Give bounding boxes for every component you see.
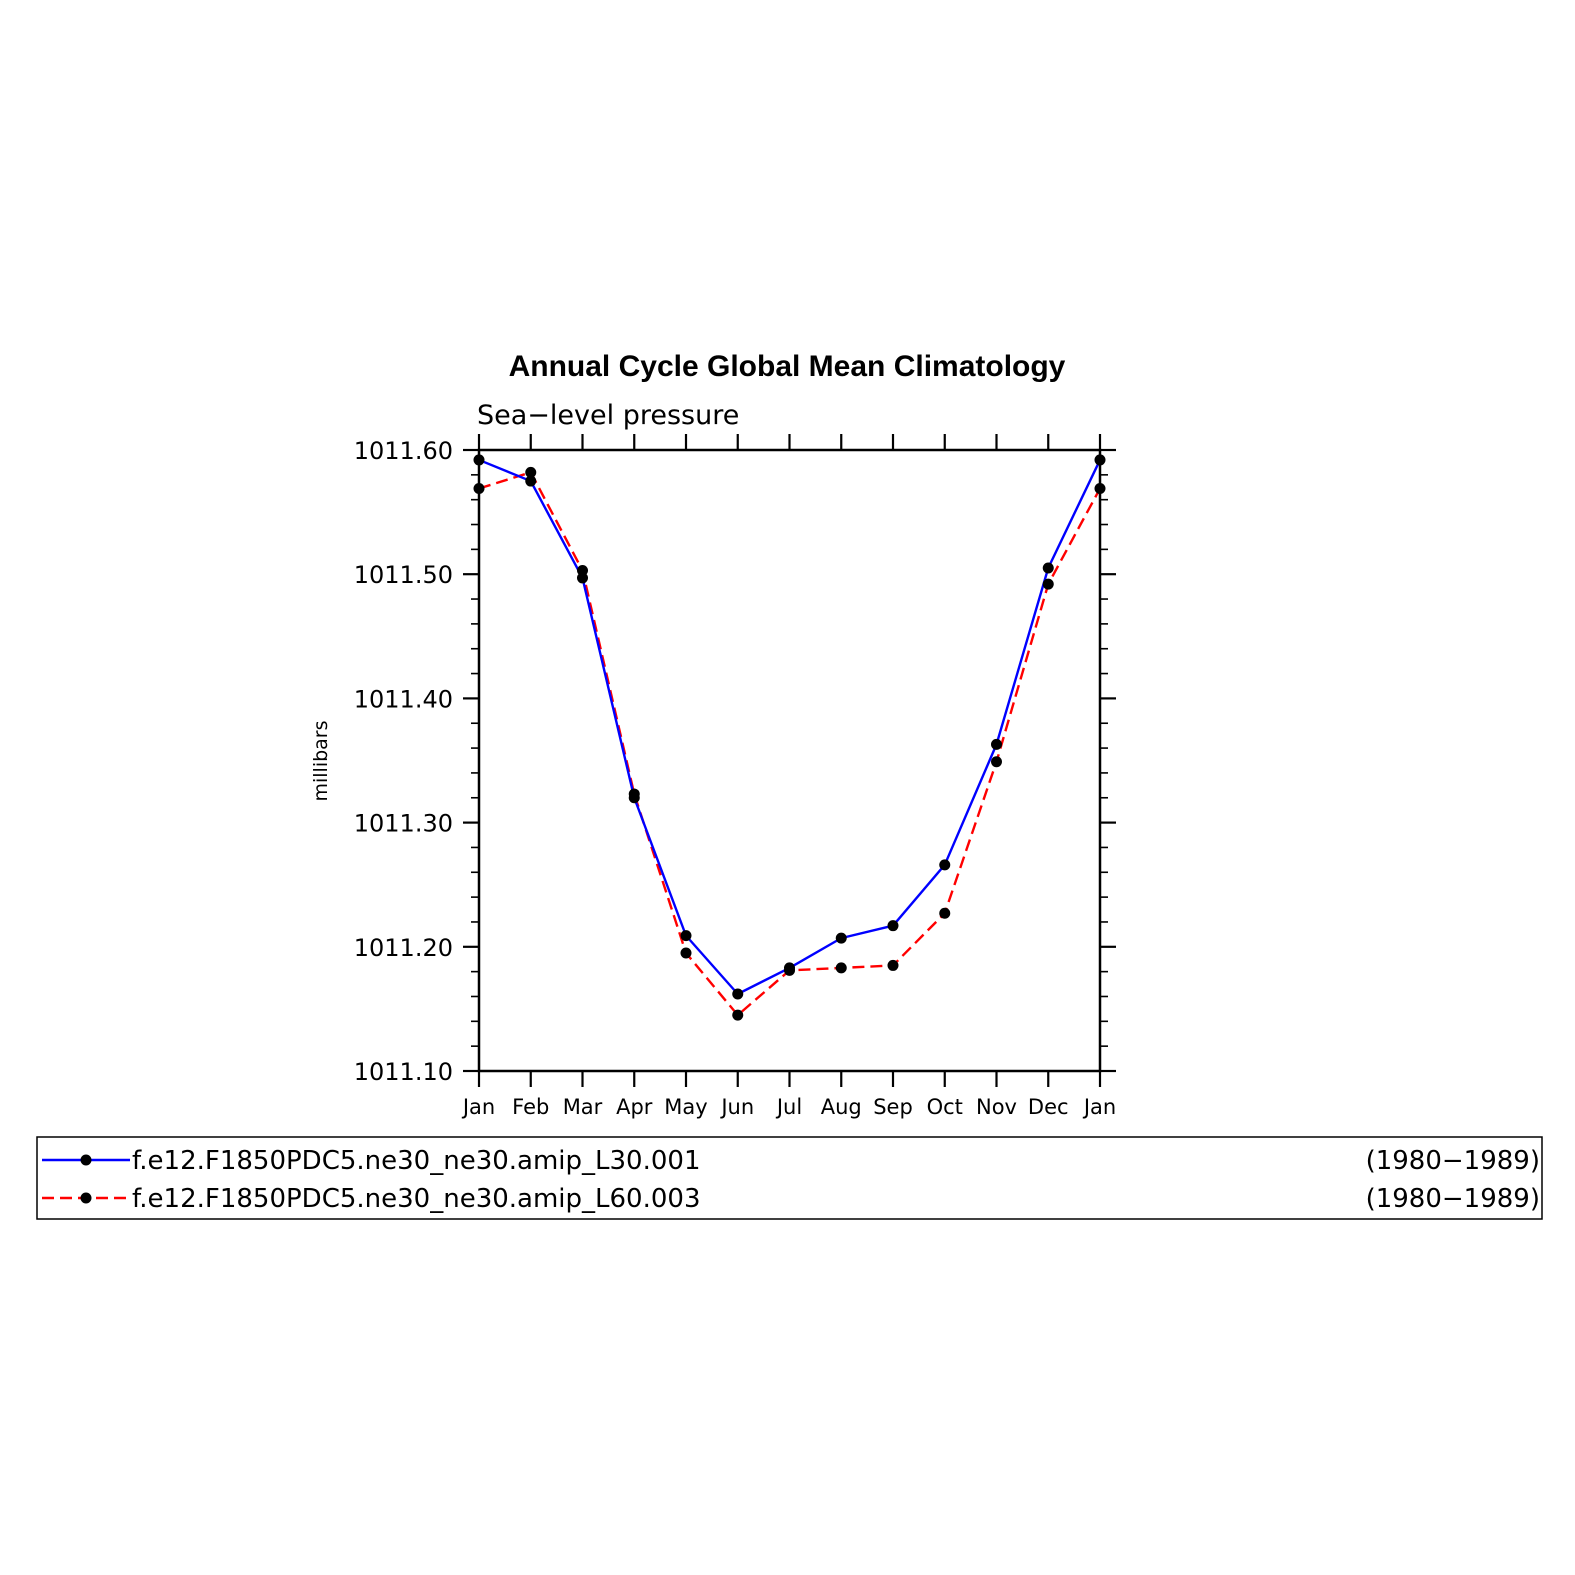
data-point <box>991 756 1002 768</box>
plot-axes: 1011.10 1011.20 1011.30 1011.40 1011.50 1011.… <box>354 434 1116 1119</box>
legend-marker <box>80 1154 92 1166</box>
x-tick-label: Jan <box>1082 1095 1116 1119</box>
y-tick-label: 1011.50 <box>354 561 453 589</box>
data-point <box>473 454 485 466</box>
x-tick-label: May <box>664 1095 707 1119</box>
data-point <box>1094 454 1106 466</box>
data-point <box>784 964 795 976</box>
data-point <box>1042 578 1054 590</box>
data-point <box>473 483 485 495</box>
data-point <box>680 930 692 942</box>
chart-title: Annual Cycle Global Mean Climatology <box>509 350 1066 383</box>
y-tick-label: 1011.40 <box>354 685 453 713</box>
data-point <box>628 788 640 800</box>
data-point <box>887 920 899 932</box>
series-line <box>478 471 1102 1017</box>
legend-marker <box>80 1192 92 1204</box>
x-tick-label: Jan <box>461 1095 495 1119</box>
data-point <box>680 947 692 959</box>
legend-label: f.e12.F1850PDC5.ne30_ne30.amip_L30.001 <box>132 1146 700 1176</box>
data-point <box>887 959 899 971</box>
x-tick-label: Feb <box>512 1095 549 1119</box>
x-tick-label: Jun <box>719 1095 754 1119</box>
legend-box <box>36 1136 1543 1220</box>
y-tick-label: 1011.20 <box>354 934 453 962</box>
data-point <box>835 962 847 974</box>
x-tick-label: Dec <box>1028 1095 1069 1119</box>
x-tick-label: Aug <box>821 1095 862 1119</box>
y-tick-label: 1011.10 <box>354 1058 453 1086</box>
x-tick-label: Jul <box>775 1095 802 1119</box>
plot-frame <box>477 448 1102 1073</box>
data-point <box>577 564 588 576</box>
x-tick-label: Mar <box>563 1095 603 1119</box>
legend-period: (1980−1989) <box>1366 1184 1540 1214</box>
x-tick-label: Nov <box>976 1095 1017 1119</box>
data-point <box>835 932 847 944</box>
y-axis-label: millibars <box>310 720 332 801</box>
y-tick-label: 1011.60 <box>354 437 453 465</box>
plot-series <box>473 454 1106 1021</box>
legend: f.e12.F1850PDC5.ne30_ne30.amip_L30.001 (1… <box>36 1136 1543 1220</box>
legend-period: (1980−1989) <box>1366 1146 1540 1176</box>
x-tick-label: Apr <box>616 1095 653 1119</box>
data-point <box>939 907 951 919</box>
data-point <box>1094 483 1106 495</box>
x-tick-label: Sep <box>873 1095 913 1119</box>
chart-subtitle: Sea−level pressure <box>477 400 739 431</box>
x-tick-label: Oct <box>927 1095 963 1119</box>
data-point <box>991 738 1002 750</box>
data-point <box>525 475 537 487</box>
data-point <box>732 988 744 1000</box>
legend-label: f.e12.F1850PDC5.ne30_ne30.amip_L60.003 <box>132 1184 700 1214</box>
data-point <box>1042 562 1054 574</box>
data-point <box>525 466 537 478</box>
data-point <box>732 1009 744 1021</box>
y-tick-label: 1011.30 <box>354 810 453 838</box>
data-point <box>939 859 951 871</box>
